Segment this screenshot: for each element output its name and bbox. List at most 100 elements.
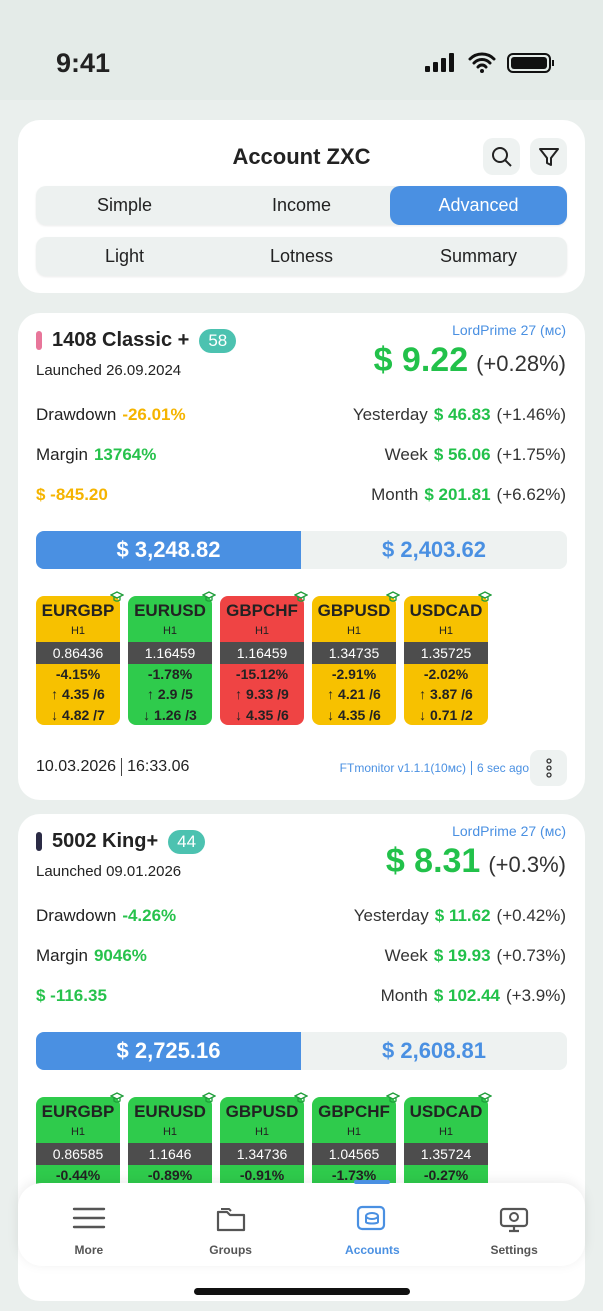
- pair-cap: [385, 1091, 401, 1109]
- stat-row: Drawdown -4.26%: [36, 904, 176, 928]
- period-row: Week $ 56.06 (+1.75%): [385, 443, 566, 467]
- search-button[interactable]: [483, 138, 520, 175]
- pair-price: 1.35724: [404, 1143, 488, 1165]
- pair-price: 1.35725: [404, 642, 488, 664]
- pair-change: -1.73%: [331, 1167, 377, 1183]
- cap-icon: [109, 1092, 125, 1103]
- pair-symbol: EURUSD: [134, 1102, 206, 1121]
- pair-change: -2.91%: [331, 666, 377, 682]
- pair-down: ↓ 4.82 /7: [51, 707, 105, 723]
- period-label: Week: [384, 445, 428, 464]
- monitor-info: FTmonitor v1.1.1(10мс) 6 sec ago: [340, 761, 529, 775]
- period-label: Week: [384, 946, 428, 965]
- pair-change: -2.02%: [423, 666, 469, 682]
- pair-cap: [477, 590, 493, 608]
- pair-price: 0.86436: [36, 642, 120, 664]
- nav-label: Settings: [490, 1243, 538, 1257]
- stat-row: $ -845.20: [36, 483, 108, 507]
- nav-icon-svg: [500, 1207, 529, 1233]
- period-change: (+1.75%): [496, 445, 566, 464]
- pair-tile[interactable]: EURUSD H1 1.16459 -1.78% ↑ 2.9 /5 ↓ 1.26 /3: [128, 591, 217, 725]
- pair-cap: [201, 1091, 217, 1109]
- pair-cap: [109, 1091, 125, 1109]
- pair-tile[interactable]: EURGBP H1 0.86436 -4.15% ↑ 4.35 /6 ↓ 4.82 /7: [36, 591, 125, 725]
- period-value: $ 102.44: [433, 986, 500, 1005]
- balance: $ 2,725.16: [36, 1032, 301, 1070]
- pair-timeframe: H1: [254, 1126, 270, 1138]
- pair-tile[interactable]: GBPUSD H1 1.34735 -2.91% ↑ 4.21 /6 ↓ 4.35 /6: [312, 591, 401, 725]
- period-change: (+1.46%): [496, 405, 566, 424]
- pair-timeframe: H1: [162, 625, 178, 637]
- stat-label: Margin: [36, 445, 88, 464]
- pair-price: 0.86585: [36, 1143, 120, 1165]
- nav-item[interactable]: Groups: [160, 1183, 302, 1266]
- period-row: Month $ 201.81 (+6.62%): [371, 483, 566, 507]
- stat-label: Margin: [36, 946, 88, 965]
- pair-symbol: EURGBP: [41, 1102, 115, 1121]
- title: Account ZXC: [232, 144, 371, 169]
- stat-value: $ -845.20: [36, 485, 108, 504]
- profit-value: $ 8.31: [385, 842, 481, 880]
- pair-timeframe: H1: [162, 1126, 178, 1138]
- pair-symbol: USDCAD: [409, 601, 483, 620]
- pair-timeframe: H1: [254, 625, 270, 637]
- tab[interactable]: Lotness: [269, 246, 334, 266]
- cap-icon: [477, 1092, 493, 1103]
- cap-icon: [201, 1092, 217, 1103]
- period-change: (+0.73%): [496, 946, 566, 965]
- account-marker: [36, 331, 42, 350]
- tab[interactable]: Summary: [439, 246, 517, 266]
- nav-item[interactable]: More: [18, 1183, 160, 1266]
- nav-item[interactable]: Settings: [443, 1183, 585, 1266]
- nav-item[interactable]: Accounts: [302, 1180, 444, 1266]
- mode-tabs: Simple Income Advanced: [36, 186, 567, 225]
- nav-icon: [214, 1204, 248, 1237]
- pair-timeframe: H1: [438, 1126, 454, 1138]
- tab[interactable]: Income: [271, 195, 332, 215]
- pair-change: -0.44%: [55, 1167, 101, 1183]
- more-button[interactable]: [530, 750, 567, 786]
- account-card: 1408 Classic + 58 Launched 26.09.2024 LordP…: [18, 313, 585, 800]
- stat-value: $ -116.35: [36, 986, 107, 1005]
- pair-cap: [385, 590, 401, 608]
- account-name: 5002 King+: [52, 830, 159, 852]
- home-indicator: [194, 1288, 410, 1295]
- nav-icon-svg: [72, 1207, 106, 1229]
- clock: 9:41: [56, 48, 111, 78]
- pair-symbol: USDCAD: [409, 1102, 483, 1121]
- period-row: Month $ 102.44 (+3.9%): [381, 984, 566, 1008]
- pair-change: -4.15%: [55, 666, 101, 682]
- pair-cap: [477, 1091, 493, 1109]
- equity: $ 2,608.81: [301, 1032, 567, 1070]
- filter-icon: [538, 147, 559, 166]
- pair-price: 1.16459: [128, 642, 212, 664]
- cap-icon: [293, 591, 309, 602]
- tab[interactable]: Advanced: [390, 186, 567, 225]
- update-time: 16:33.06: [127, 758, 190, 775]
- period-label: Yesterday: [352, 405, 428, 424]
- pair-up: ↑ 2.9 /5: [147, 686, 193, 702]
- stat-value: -4.26%: [122, 906, 177, 925]
- pair-timeframe: H1: [346, 625, 362, 637]
- update-date: 10.03.2026: [36, 758, 117, 775]
- tab[interactable]: Simple: [96, 195, 153, 215]
- pair-tile[interactable]: GBPCHF H1 1.16459 -15.12% ↑ 9.33 /9 ↓ 4.35 /6: [220, 591, 309, 725]
- period-change: (+3.9%): [506, 986, 566, 1005]
- view-tabs: Light Lotness Summary: [36, 237, 567, 276]
- stat-row: Margin 13764%: [36, 443, 156, 467]
- pair-change: -15.12%: [235, 666, 289, 682]
- pair-symbol: EURGBP: [41, 601, 115, 620]
- update-ago: 6 sec ago: [476, 761, 529, 775]
- pair-timeframe: H1: [346, 1126, 362, 1138]
- period-value: $ 46.83: [433, 405, 491, 424]
- pair-symbol: EURUSD: [134, 601, 206, 620]
- filter-button[interactable]: [530, 138, 567, 175]
- cap-icon: [477, 591, 493, 602]
- pair-up: ↑ 4.21 /6: [327, 686, 381, 702]
- launched-date: Launched 09.01.2026: [36, 863, 182, 880]
- tab[interactable]: Light: [104, 246, 145, 266]
- period-change: (+6.62%): [496, 485, 566, 504]
- stat-value: 13764%: [93, 445, 157, 464]
- pair-tile[interactable]: USDCAD H1 1.35725 -2.02% ↑ 3.87 /6 ↓ 0.71 /2: [404, 591, 493, 725]
